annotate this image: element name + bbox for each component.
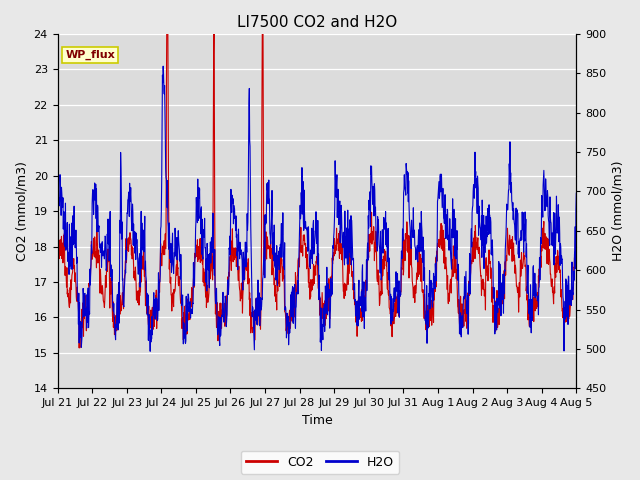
H2O bbox=[54, 219, 61, 225]
CO2 bbox=[228, 238, 236, 244]
CO2 bbox=[511, 263, 519, 268]
CO2 bbox=[170, 304, 177, 310]
H2O bbox=[159, 63, 167, 69]
Y-axis label: H2O (mmol/m3): H2O (mmol/m3) bbox=[612, 161, 625, 262]
H2O bbox=[228, 210, 236, 216]
CO2 bbox=[76, 345, 83, 351]
Legend: CO2, H2O: CO2, H2O bbox=[241, 451, 399, 474]
Y-axis label: CO2 (mmol/m3): CO2 (mmol/m3) bbox=[15, 161, 28, 261]
CO2 bbox=[157, 241, 164, 247]
CO2 bbox=[54, 257, 61, 263]
CO2 bbox=[163, 24, 171, 30]
CO2 bbox=[398, 266, 406, 272]
X-axis label: Time: Time bbox=[301, 414, 332, 427]
Text: WP_flux: WP_flux bbox=[65, 50, 115, 60]
H2O bbox=[147, 348, 154, 354]
Line: H2O: H2O bbox=[58, 66, 576, 351]
CO2 bbox=[466, 292, 474, 298]
H2O bbox=[157, 226, 164, 232]
Line: CO2: CO2 bbox=[58, 27, 576, 348]
H2O bbox=[170, 271, 177, 276]
H2O bbox=[511, 237, 519, 243]
Title: LI7500 CO2 and H2O: LI7500 CO2 and H2O bbox=[237, 15, 397, 30]
H2O bbox=[572, 191, 580, 196]
H2O bbox=[466, 251, 474, 256]
H2O bbox=[398, 255, 406, 261]
CO2 bbox=[572, 244, 580, 250]
